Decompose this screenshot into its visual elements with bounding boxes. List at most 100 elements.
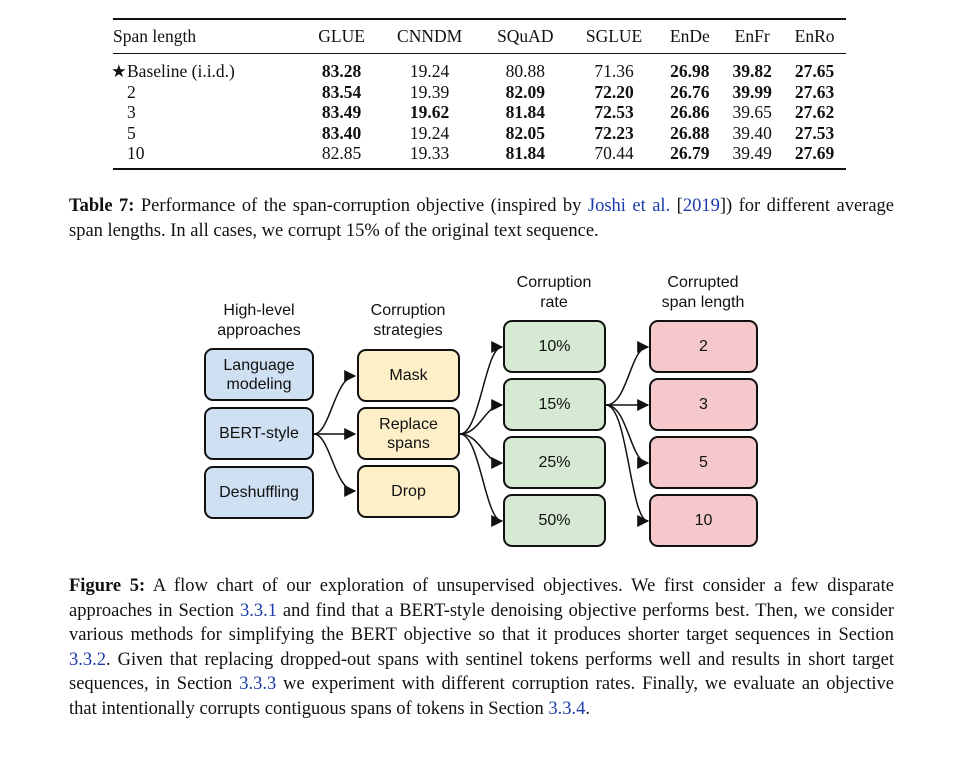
table-cell: 39.99 — [732, 81, 772, 102]
row-label: 3 — [127, 102, 136, 123]
table-cell: 83.28 — [321, 61, 362, 82]
table-caption-text: Performance of the span-corruption objec… — [134, 196, 588, 216]
table-caption: Table 7: Performance of the span-corrupt… — [69, 194, 894, 243]
figure-caption-text: A flow chart of our exploration of unsup… — [69, 576, 894, 621]
section-ref-link[interactable]: 3.3.1 — [239, 600, 277, 621]
node-rate-10: 10% — [503, 320, 606, 373]
node-rate-25: 25% — [503, 436, 606, 489]
node-label: Mask — [389, 367, 428, 384]
node-span-3: 3 — [649, 378, 758, 431]
node-replace-spans: Replace spans — [357, 407, 460, 460]
node-label: Deshuffling — [219, 484, 299, 501]
table-cell: 82.09 — [505, 81, 545, 102]
arrow-15-to-5 — [605, 404, 650, 469]
table-cell: 26.79 — [670, 143, 710, 164]
row-label: Baseline (i.i.d.) — [127, 61, 235, 82]
table-cell: 39.40 — [732, 122, 772, 143]
table-cell: 27.65 — [794, 61, 835, 82]
arrow-bert-to-mask — [313, 370, 357, 435]
node-label: modeling — [226, 375, 292, 393]
figure-caption-label: Figure 5: — [69, 576, 146, 596]
column-header: EnDe — [669, 26, 710, 46]
table-cell: 26.86 — [670, 102, 710, 123]
citation-bracket: ] — [719, 196, 727, 216]
node-label: 50% — [538, 512, 571, 529]
node-span-10: 10 — [649, 494, 758, 547]
section-ref-link[interactable]: 3.3.4 — [548, 698, 586, 719]
node-label: BERT-style — [219, 425, 299, 442]
table-cell: 81.84 — [505, 143, 545, 164]
node-label: 3 — [699, 396, 708, 413]
header-corruption-rate: Corruption rate — [484, 273, 624, 313]
table-cell: 26.88 — [670, 122, 710, 143]
column-header: GLUE — [318, 26, 365, 46]
node-label: Replace — [379, 415, 438, 433]
header-corrupted-span-length: Corrupted span length — [633, 273, 773, 313]
header-high-level-approaches: High-level approaches — [189, 301, 329, 341]
row-label-cell: ★Baseline (i.i.d.) — [111, 54, 305, 82]
table-cell: 82.85 — [321, 143, 362, 164]
table-cell: 83.40 — [321, 122, 362, 143]
results-table: Span length GLUE CNNDM SQuAD SGLUE EnDe … — [111, 18, 846, 170]
figure-caption-text: . — [585, 698, 591, 719]
table-caption-text: ) for different average span lengths. In… — [69, 196, 895, 241]
column-header: EnRo — [794, 26, 835, 46]
node-rate-15: 15% — [503, 378, 606, 431]
table-row: 5 83.40 19.24 82.05 72.23 26.88 39.40 27.53 — [113, 123, 846, 144]
table-cell: 71.36 — [594, 61, 634, 82]
node-span-2: 2 — [649, 320, 758, 373]
table-cell: 19.62 — [409, 102, 450, 123]
section-ref-link[interactable]: 3.3.3 — [239, 674, 277, 694]
table-cell: 82.05 — [505, 122, 545, 143]
table-cell: 39.49 — [732, 143, 772, 164]
node-label: 25% — [538, 454, 571, 471]
node-label: 15% — [538, 396, 571, 413]
table-body: ★Baseline (i.i.d.) 83.28 19.24 80.88 71.36 26… — [111, 54, 846, 169]
table-cell: 27.69 — [794, 143, 835, 164]
citation-link-year[interactable]: 2019 — [682, 196, 720, 216]
table-cell: 27.62 — [794, 102, 835, 123]
citation-link-author[interactable]: Joshi et al. — [587, 196, 671, 216]
arrow-bert-to-drop — [313, 433, 357, 497]
table-cell: 83.49 — [321, 102, 362, 123]
table-row: 10 82.85 19.33 81.84 70.44 26.79 39.49 27.69 — [113, 143, 846, 169]
table-caption-label: Table 7: — [69, 196, 135, 216]
table-cell: 70.44 — [594, 143, 634, 164]
citation-bracket: [ — [670, 196, 683, 216]
column-header: CNNDM — [397, 26, 463, 46]
node-label: 10 — [694, 512, 713, 529]
table-cell: 83.54 — [321, 81, 362, 102]
node-rate-50: 50% — [503, 494, 606, 547]
table-cell: 81.84 — [505, 102, 545, 123]
node-drop: Drop — [357, 465, 460, 518]
row-label-cell: 5 — [113, 123, 305, 144]
header-line: High-level — [223, 302, 295, 319]
table-cell: 27.53 — [794, 122, 835, 143]
node-label: spans — [387, 434, 430, 452]
figure-caption-text: we experiment with different corruption … — [69, 674, 894, 719]
header-line: span length — [661, 294, 745, 311]
arrow-replace-to-25 — [459, 433, 504, 469]
arrow-15-to-2 — [605, 341, 650, 406]
row-label: 5 — [127, 122, 136, 143]
header-corruption-strategies: Corruption strategies — [338, 301, 478, 341]
table-cell: 19.33 — [409, 143, 450, 164]
table-cell: 19.24 — [409, 61, 450, 82]
row-label-cell: 2 — [113, 82, 305, 103]
table-cell: 26.76 — [670, 81, 710, 102]
node-label: Language — [223, 356, 295, 374]
figure-caption: Figure 5: A flow chart of our exploratio… — [69, 574, 894, 721]
table-cell: 80.88 — [505, 61, 545, 82]
section-ref-link[interactable]: 3.3.2 — [69, 649, 106, 670]
figure-caption-text: and find that a BERT-style denoising obj… — [69, 600, 894, 646]
header-line: Corrupted — [667, 274, 739, 291]
table-cell: 39.65 — [732, 102, 772, 123]
row-label: 10 — [127, 143, 145, 164]
figure-caption-text: . Given that replacing dropped-out spans… — [69, 649, 894, 695]
table-cell: 72.23 — [594, 122, 634, 143]
node-language-modeling: Language modeling — [204, 348, 314, 401]
header-line: Corruption — [516, 274, 592, 291]
node-bert-style: BERT-style — [204, 407, 314, 460]
node-deshuffling: Deshuffling — [204, 466, 314, 519]
table-row: ★Baseline (i.i.d.) 83.28 19.24 80.88 71.36 26… — [111, 54, 846, 82]
